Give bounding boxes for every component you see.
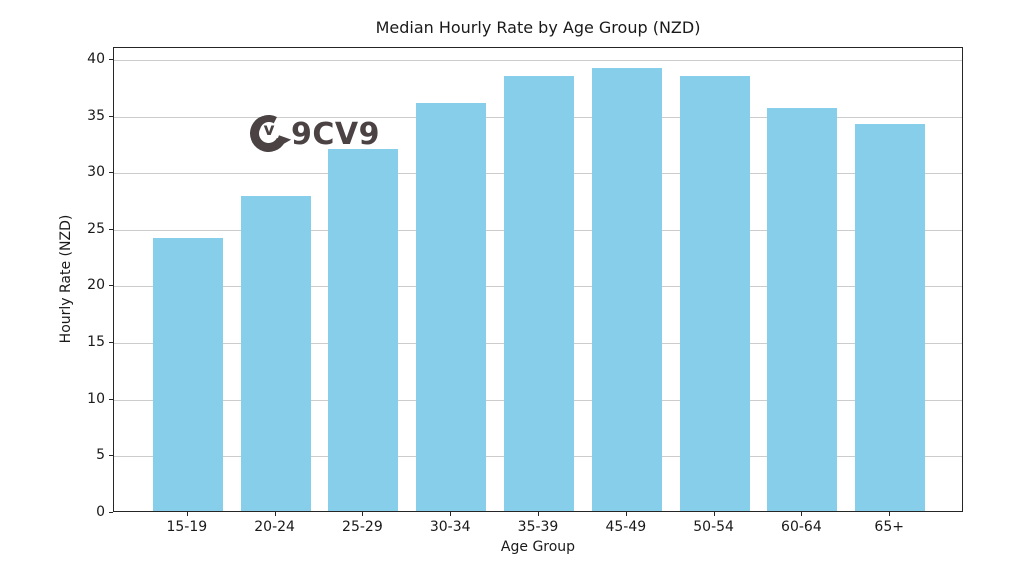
bar-65+: [855, 123, 926, 511]
logo-v-icon: v: [260, 122, 278, 140]
y-tick-label: 40: [87, 50, 105, 67]
x-tick-label: 65+: [874, 519, 904, 535]
bar-20-24: [240, 196, 311, 511]
y-tick-mark: [109, 512, 113, 513]
bar-30-34: [416, 103, 487, 511]
x-tick-mark: [713, 512, 715, 516]
logo-9cv9: v 9CV9: [245, 110, 390, 158]
x-tick-label: 20-24: [254, 519, 295, 535]
gridline: [114, 59, 962, 61]
y-tick-label: 10: [87, 390, 105, 407]
y-tick-mark: [109, 58, 113, 60]
x-tick-mark: [625, 512, 627, 516]
x-tick-label: 45-49: [605, 519, 647, 535]
x-tick-mark: [801, 512, 803, 516]
x-axis-label: Age Group: [500, 539, 576, 555]
bar-50-54: [679, 76, 750, 511]
x-tick-mark: [450, 512, 452, 516]
y-tick-mark: [109, 398, 113, 400]
x-tick-mark: [186, 512, 188, 516]
y-tick-label: 0: [96, 504, 105, 520]
chart-title: Median Hourly Rate by Age Group (NZD): [375, 18, 701, 37]
x-tick-mark: [538, 512, 539, 516]
x-tick-mark: [889, 512, 891, 516]
y-tick-mark: [109, 115, 113, 117]
x-tick-label: 25-29: [342, 519, 383, 535]
x-tick-label: 30-34: [429, 519, 471, 535]
y-tick-mark: [109, 455, 113, 457]
bar-15-19: [152, 238, 223, 511]
plot-area: v 9CV9: [113, 47, 963, 512]
y-tick-label: 15: [87, 334, 105, 351]
y-tick-mark: [109, 342, 113, 344]
x-tick-label: 60-64: [781, 519, 822, 535]
y-tick-label: 25: [87, 220, 105, 237]
x-tick-mark: [362, 512, 364, 516]
x-tick-label: 15-19: [166, 519, 208, 535]
y-tick-mark: [109, 172, 113, 174]
x-tick-label: 35-39: [517, 519, 559, 535]
bar-35-39: [504, 76, 574, 511]
x-tick-mark: [274, 512, 276, 516]
y-axis-label: Hourly Rate (NZD): [58, 214, 74, 344]
y-tick-mark: [109, 285, 113, 287]
bar-60-64: [767, 107, 838, 511]
bar-25-29: [328, 148, 399, 511]
y-tick-mark: [109, 228, 113, 230]
bar-45-49: [591, 68, 662, 511]
x-tick-label: 50-54: [693, 519, 734, 535]
logo-text: 9CV9: [291, 117, 380, 152]
y-tick-label: 30: [87, 164, 105, 181]
y-tick-label: 20: [87, 277, 105, 294]
y-tick-label: 35: [87, 107, 105, 124]
y-tick-label: 5: [96, 447, 105, 464]
